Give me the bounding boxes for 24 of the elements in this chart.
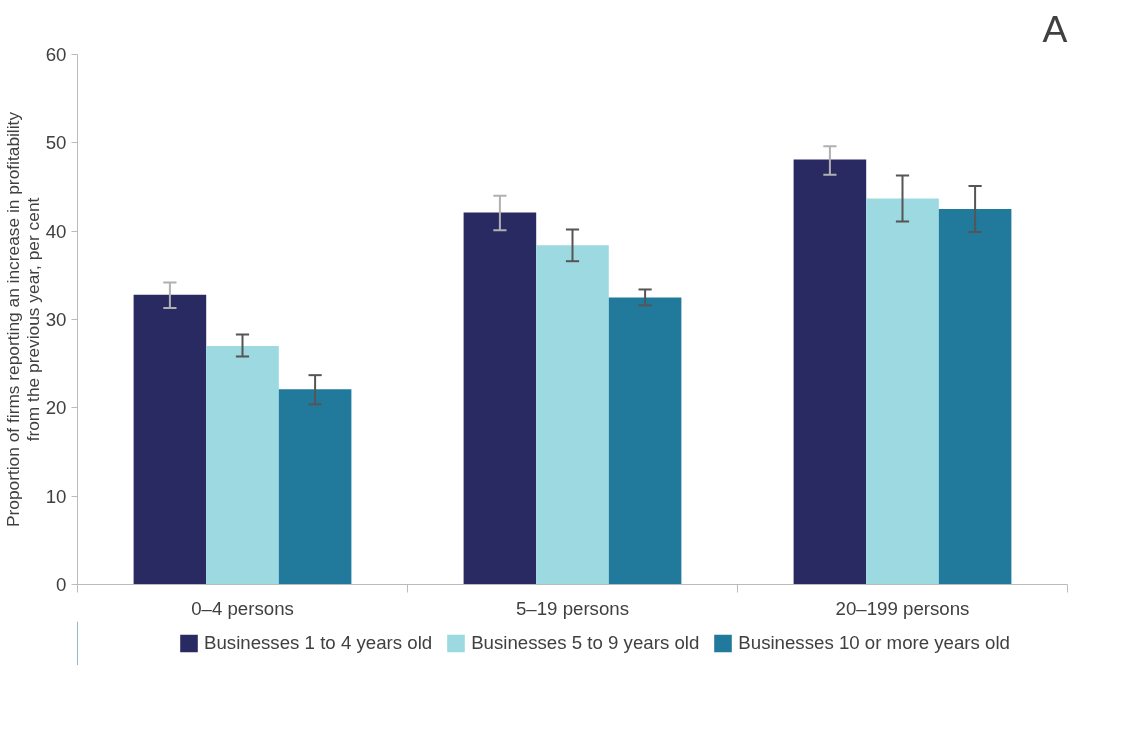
bar bbox=[608, 297, 682, 585]
bar bbox=[536, 245, 609, 585]
y-tick-label: 40 bbox=[45, 220, 67, 242]
bar bbox=[278, 389, 352, 585]
y-tick-label: 10 bbox=[45, 485, 67, 507]
legend-label: Businesses 5 to 9 years old bbox=[471, 632, 700, 654]
text: A bbox=[1042, 7, 1068, 50]
bar bbox=[793, 159, 867, 585]
x-tick-label: 0–4 persons bbox=[191, 597, 294, 619]
x-tick-label: 20–199 persons bbox=[835, 597, 970, 619]
y-tick-label: 50 bbox=[45, 132, 67, 154]
y-axis-title: Proportion of firms reporting an increase in profitability from the previous year, per cent bbox=[2, 111, 43, 528]
y-tick-label: 0 bbox=[56, 574, 67, 595]
bar bbox=[463, 212, 537, 585]
x-tick-label: 5–19 persons bbox=[515, 597, 630, 619]
bar bbox=[133, 294, 207, 585]
bar bbox=[866, 198, 939, 585]
bar bbox=[938, 209, 1012, 585]
legend-label: Businesses 10 or more years old bbox=[738, 632, 1010, 654]
bar bbox=[206, 346, 279, 585]
y-tick-label: 20 bbox=[45, 397, 67, 419]
y-tick-label: 30 bbox=[45, 309, 67, 330]
y-tick-label: 60 bbox=[45, 44, 67, 65]
legend-label: Businesses 1 to 4 years old bbox=[204, 632, 433, 654]
